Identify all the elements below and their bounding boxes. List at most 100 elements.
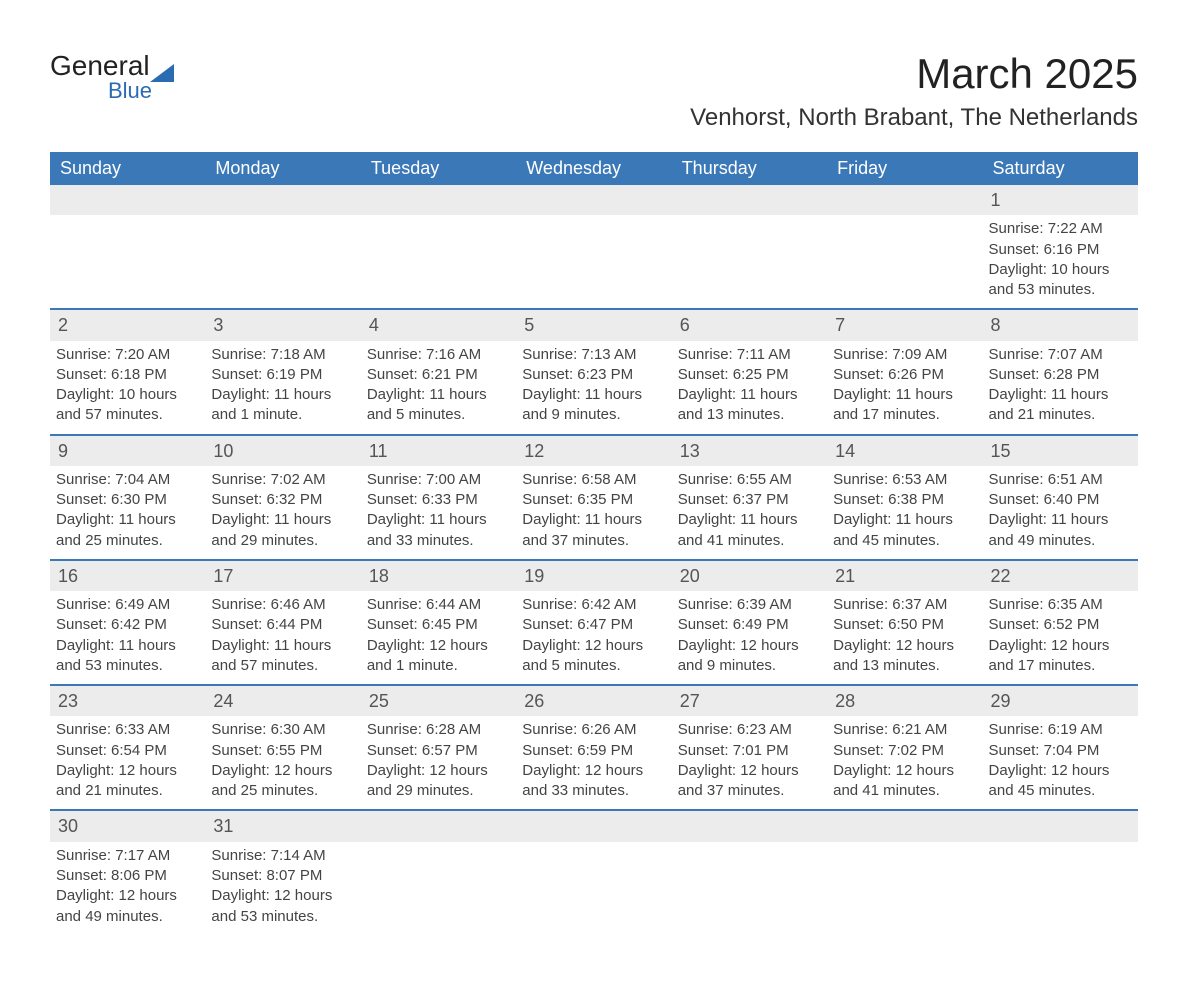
sunset-line: Sunset: 7:02 PM [833, 741, 976, 761]
empty-cell [827, 185, 982, 215]
day-details: Sunrise: 6:44 AMSunset: 6:45 PMDaylight:… [361, 591, 516, 685]
daylight-line: Daylight: 11 hours and 1 minute. [211, 385, 354, 426]
day-details: Sunrise: 6:49 AMSunset: 6:42 PMDaylight:… [50, 591, 205, 685]
day-details: Sunrise: 7:14 AMSunset: 8:07 PMDaylight:… [205, 842, 360, 935]
sunrise-line: Sunrise: 7:04 AM [56, 470, 199, 490]
day-number: 1 [983, 185, 1138, 215]
sunrise-line: Sunrise: 6:58 AM [522, 470, 665, 490]
sunset-line: Sunset: 6:59 PM [522, 741, 665, 761]
daylight-line: Daylight: 10 hours and 53 minutes. [989, 260, 1132, 301]
day-details: Sunrise: 7:20 AMSunset: 6:18 PMDaylight:… [50, 341, 205, 435]
sunrise-line: Sunrise: 7:14 AM [211, 846, 354, 866]
sunrise-line: Sunrise: 7:22 AM [989, 219, 1132, 239]
daylight-line: Daylight: 12 hours and 41 minutes. [833, 761, 976, 802]
empty-cell [983, 842, 1138, 935]
day-number: 3 [205, 309, 360, 340]
week-daynum-row: 3031 [50, 810, 1138, 841]
empty-cell [516, 215, 671, 309]
sunrise-line: Sunrise: 6:55 AM [678, 470, 821, 490]
day-number: 12 [516, 435, 671, 466]
daylight-line: Daylight: 11 hours and 57 minutes. [211, 636, 354, 677]
day-details: Sunrise: 6:35 AMSunset: 6:52 PMDaylight:… [983, 591, 1138, 685]
daylight-line: Daylight: 12 hours and 53 minutes. [211, 886, 354, 927]
day-header: Friday [827, 152, 982, 185]
day-details: Sunrise: 7:18 AMSunset: 6:19 PMDaylight:… [205, 341, 360, 435]
daylight-line: Daylight: 11 hours and 29 minutes. [211, 510, 354, 551]
week-detail-row: Sunrise: 7:22 AMSunset: 6:16 PMDaylight:… [50, 215, 1138, 309]
day-number: 6 [672, 309, 827, 340]
sunset-line: Sunset: 6:52 PM [989, 615, 1132, 635]
day-details: Sunrise: 6:26 AMSunset: 6:59 PMDaylight:… [516, 716, 671, 810]
sunset-line: Sunset: 6:49 PM [678, 615, 821, 635]
sunset-line: Sunset: 7:04 PM [989, 741, 1132, 761]
sunrise-line: Sunrise: 6:49 AM [56, 595, 199, 615]
empty-cell [672, 842, 827, 935]
day-details: Sunrise: 7:22 AMSunset: 6:16 PMDaylight:… [983, 215, 1138, 309]
sunset-line: Sunset: 6:25 PM [678, 365, 821, 385]
day-number: 22 [983, 560, 1138, 591]
sunrise-line: Sunrise: 7:11 AM [678, 345, 821, 365]
empty-cell [361, 185, 516, 215]
sunrise-line: Sunrise: 6:28 AM [367, 720, 510, 740]
week-detail-row: Sunrise: 7:17 AMSunset: 8:06 PMDaylight:… [50, 842, 1138, 935]
empty-cell [672, 215, 827, 309]
empty-cell [827, 842, 982, 935]
logo-triangle-icon [150, 64, 174, 82]
day-details: Sunrise: 6:19 AMSunset: 7:04 PMDaylight:… [983, 716, 1138, 810]
daylight-line: Daylight: 11 hours and 53 minutes. [56, 636, 199, 677]
week-detail-row: Sunrise: 6:33 AMSunset: 6:54 PM Daylight:… [50, 716, 1138, 810]
sunrise-line: Sunrise: 6:33 AM [56, 720, 199, 740]
day-details: Sunrise: 6:37 AMSunset: 6:50 PMDaylight:… [827, 591, 982, 685]
day-header: Sunday [50, 152, 205, 185]
day-number: 24 [205, 685, 360, 716]
empty-cell [205, 215, 360, 309]
day-details: Sunrise: 6:28 AMSunset: 6:57 PMDaylight:… [361, 716, 516, 810]
sunset-line: Sunset: 6:18 PM [56, 365, 199, 385]
sunset-line: Sunset: 6:33 PM [367, 490, 510, 510]
day-header-row: Sunday Monday Tuesday Wednesday Thursday… [50, 152, 1138, 185]
day-number: 28 [827, 685, 982, 716]
sunset-line: Sunset: 6:21 PM [367, 365, 510, 385]
sunrise-line: Sunrise: 7:20 AM [56, 345, 199, 365]
week-daynum-row: 23242526272829 [50, 685, 1138, 716]
sunrise-line: Sunrise: 7:02 AM [211, 470, 354, 490]
day-number: 9 [50, 435, 205, 466]
day-details: Sunrise: 7:09 AMSunset: 6:26 PMDaylight:… [827, 341, 982, 435]
day-details: Sunrise: 6:55 AMSunset: 6:37 PMDaylight:… [672, 466, 827, 560]
sunrise-line: Sunrise: 6:51 AM [989, 470, 1132, 490]
day-number: 23 [50, 685, 205, 716]
empty-cell [827, 215, 982, 309]
day-details: Sunrise: 6:53 AMSunset: 6:38 PMDaylight:… [827, 466, 982, 560]
sunrise-line: Sunrise: 7:17 AM [56, 846, 199, 866]
daylight-line: Daylight: 11 hours and 33 minutes. [367, 510, 510, 551]
daylight-line: Daylight: 11 hours and 45 minutes. [833, 510, 976, 551]
sunset-line: Sunset: 6:37 PM [678, 490, 821, 510]
day-number: 13 [672, 435, 827, 466]
empty-cell [672, 810, 827, 841]
sunset-line: Sunset: 6:54 PM [56, 741, 199, 761]
sunset-line: Sunset: 6:28 PM [989, 365, 1132, 385]
day-number: 15 [983, 435, 1138, 466]
week-daynum-row: 1 [50, 185, 1138, 215]
daylight-line: Daylight: 12 hours and 9 minutes. [678, 636, 821, 677]
day-number: 20 [672, 560, 827, 591]
week-detail-row: Sunrise: 7:04 AMSunset: 6:30 PMDaylight:… [50, 466, 1138, 560]
header: General Blue March 2025 Venhorst, North … [50, 50, 1138, 132]
day-number: 26 [516, 685, 671, 716]
sunset-line: Sunset: 6:23 PM [522, 365, 665, 385]
location-subtitle: Venhorst, North Brabant, The Netherlands [690, 104, 1138, 132]
day-number: 31 [205, 810, 360, 841]
day-number: 18 [361, 560, 516, 591]
day-header: Saturday [983, 152, 1138, 185]
sunset-line: Sunset: 8:07 PM [211, 866, 354, 886]
day-details: Sunrise: 6:39 AMSunset: 6:49 PMDaylight:… [672, 591, 827, 685]
day-number: 11 [361, 435, 516, 466]
daylight-line: Daylight: 12 hours and 5 minutes. [522, 636, 665, 677]
day-details: Sunrise: 6:21 AMSunset: 7:02 PMDaylight:… [827, 716, 982, 810]
month-title: March 2025 [690, 50, 1138, 98]
sunrise-line: Sunrise: 6:21 AM [833, 720, 976, 740]
day-number: 5 [516, 309, 671, 340]
sunset-line: Sunset: 6:40 PM [989, 490, 1132, 510]
daylight-line: Daylight: 12 hours and 17 minutes. [989, 636, 1132, 677]
sunset-line: Sunset: 6:35 PM [522, 490, 665, 510]
